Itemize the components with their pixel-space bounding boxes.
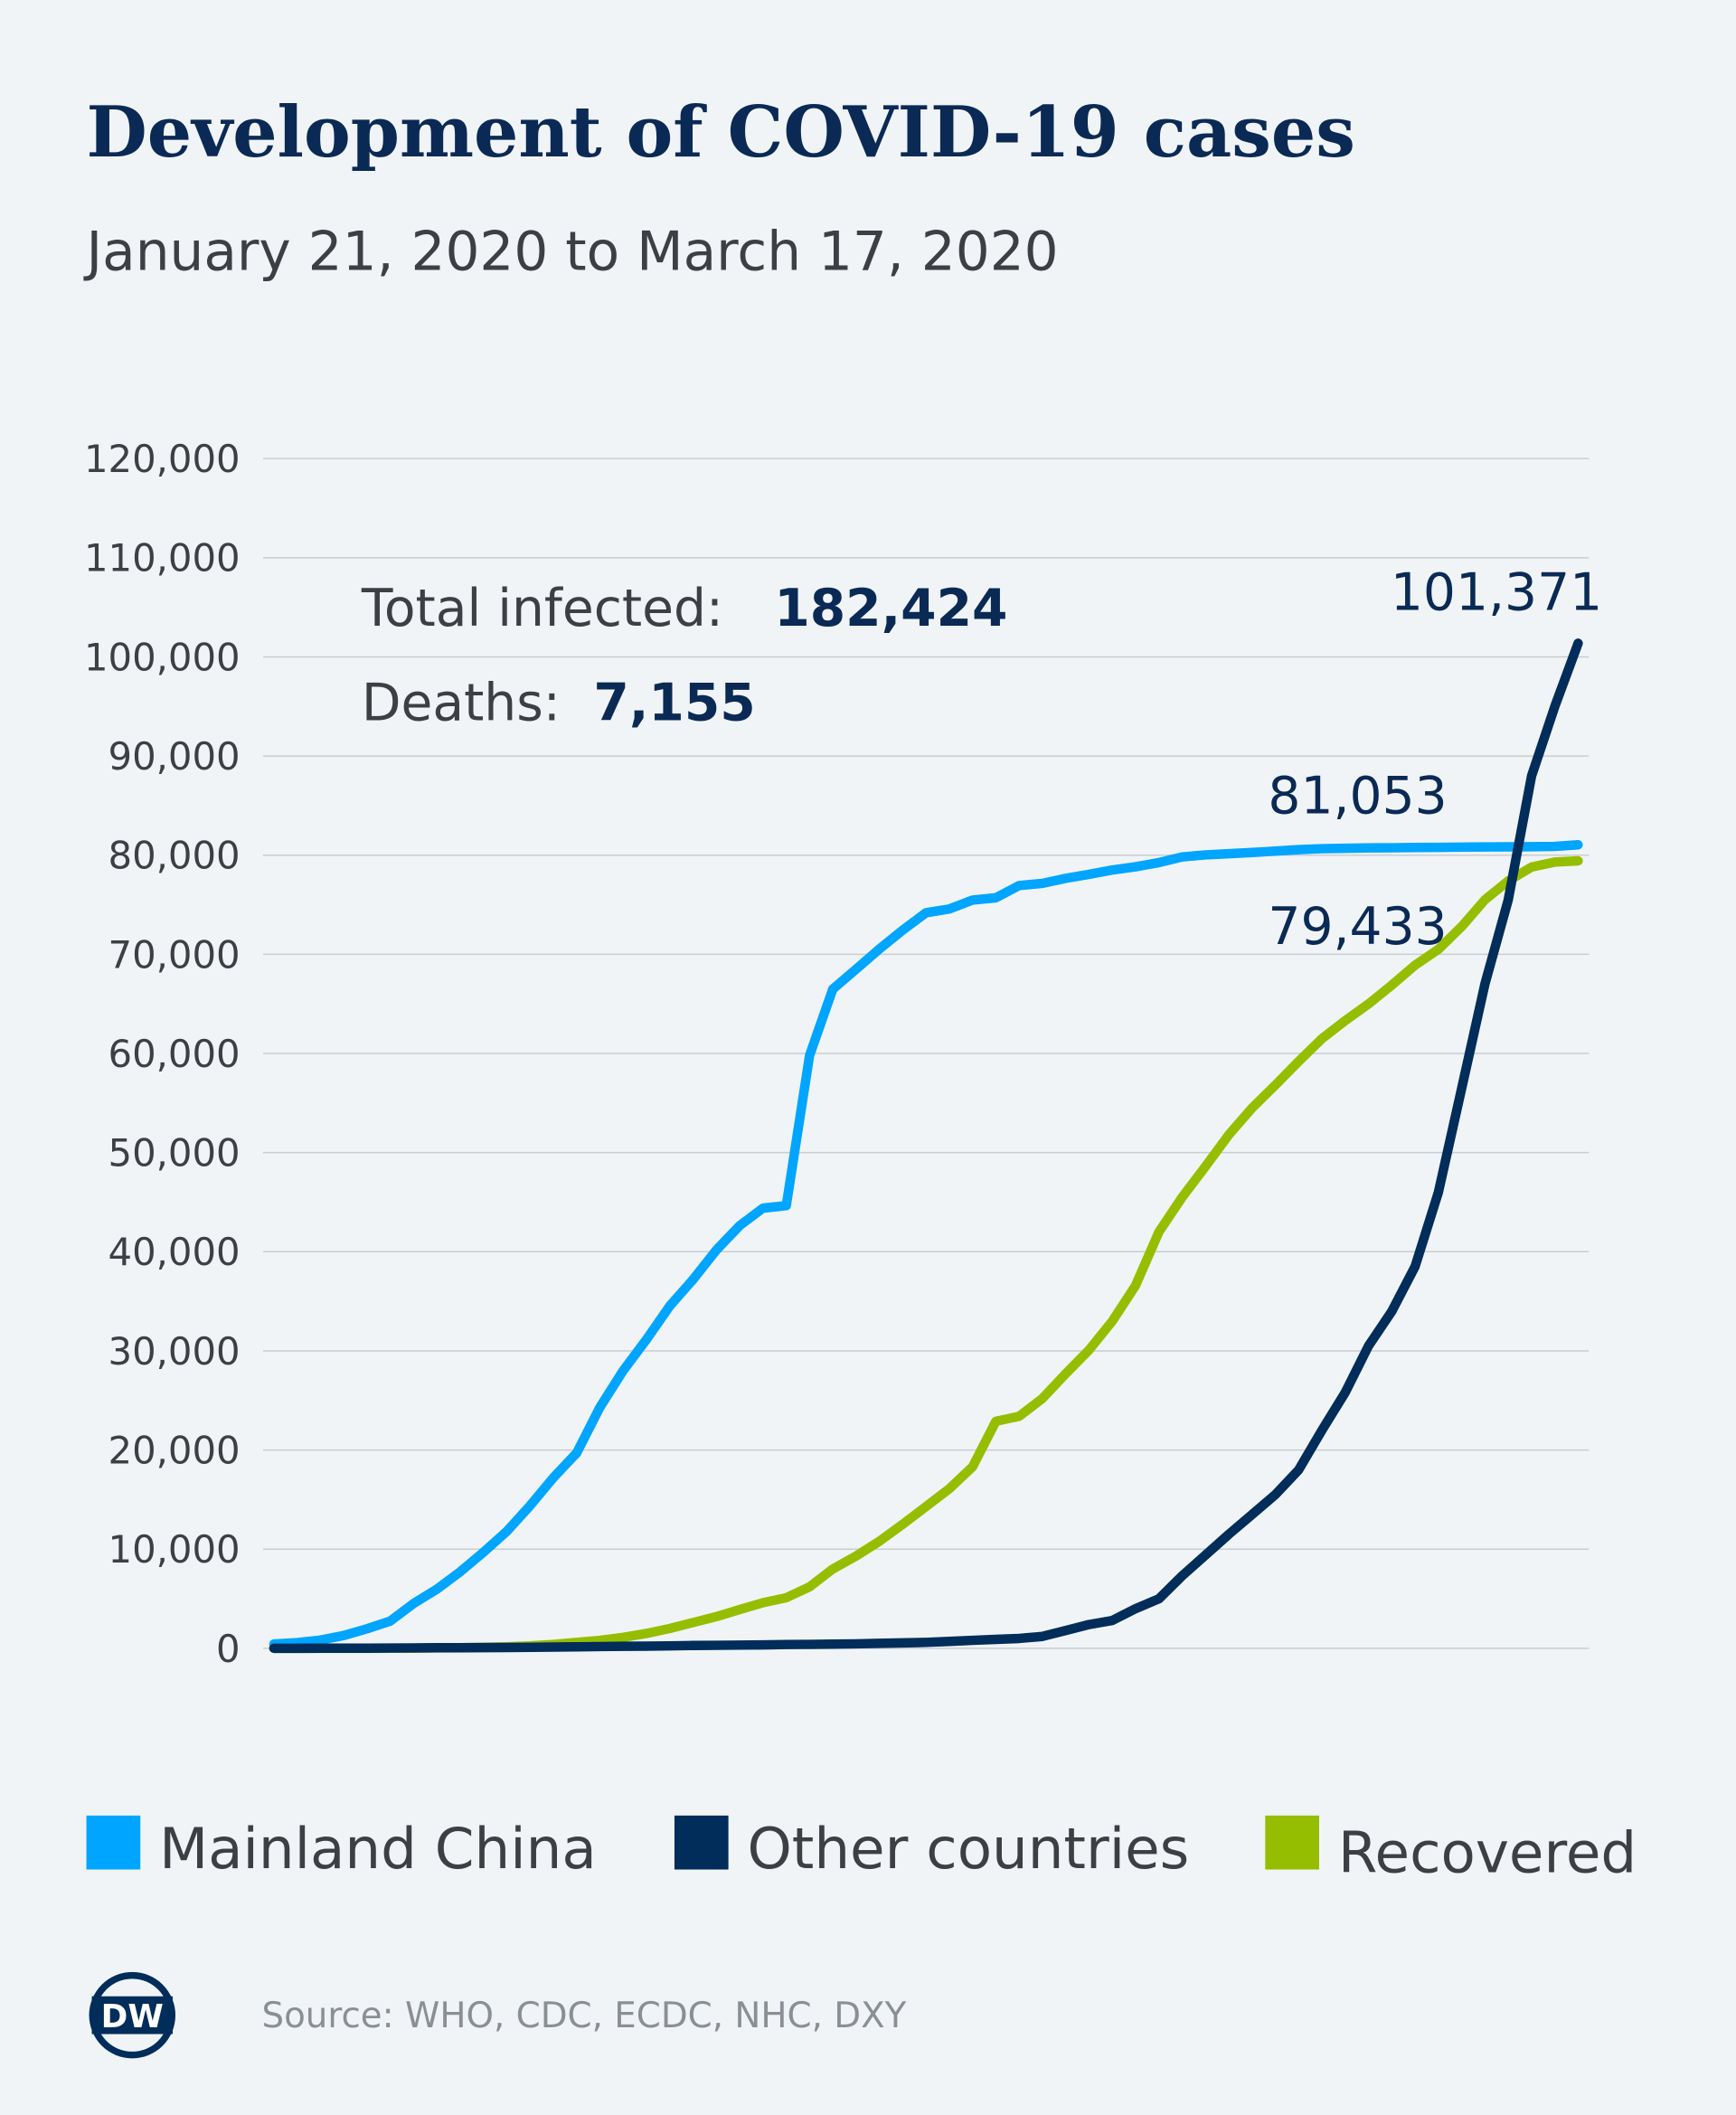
y-tick-label: 110,000 xyxy=(84,536,241,581)
y-tick-label: 40,000 xyxy=(108,1230,241,1274)
y-tick-label: 80,000 xyxy=(108,834,241,878)
source-note: Source: WHO, CDC, ECDC, NHC, DXY xyxy=(261,1996,906,2036)
svg-text:DW: DW xyxy=(101,1998,164,2035)
end-label-other-countries: 101,371 xyxy=(1391,562,1602,622)
y-axis-ticks: 0 10,000 20,000 30,000 40,000 50,000 60,000 70,… xyxy=(84,437,241,1671)
y-tick-label: 70,000 xyxy=(108,932,241,977)
total-infected-value: 182,424 xyxy=(774,579,1007,638)
legend: Mainland China Other countries Recovered xyxy=(86,1815,1637,1885)
legend-swatch-other-countries xyxy=(674,1815,729,1870)
y-tick-label: 20,000 xyxy=(108,1429,241,1473)
end-label-mainland-china: 81,053 xyxy=(1268,767,1447,826)
y-tick-label: 10,000 xyxy=(108,1527,241,1572)
y-tick-label: 30,000 xyxy=(108,1329,241,1374)
deaths-label: Deaths: xyxy=(362,674,561,733)
y-tick-label: 60,000 xyxy=(108,1032,241,1076)
dw-logo: DW xyxy=(89,1971,176,2059)
y-tick-label: 120,000 xyxy=(84,437,241,481)
series-lines xyxy=(269,638,1583,1654)
chart-subtitle: January 21, 2020 to March 17, 2020 xyxy=(83,221,1059,283)
series-line-recovered xyxy=(269,855,1583,1654)
deaths-value: 7,155 xyxy=(593,674,755,733)
legend-swatch-recovered xyxy=(1265,1815,1319,1870)
series-line-mainland-china xyxy=(269,840,1583,1649)
y-tick-label: 90,000 xyxy=(108,734,241,779)
chart-title: Development of COVID-19 cases xyxy=(87,91,1355,174)
legend-label-mainland-china: Mainland China xyxy=(159,1816,597,1882)
legend-label-recovered: Recovered xyxy=(1338,1819,1637,1885)
legend-swatch-mainland-china xyxy=(86,1815,141,1870)
total-infected-label: Total infected: xyxy=(361,579,723,638)
legend-label-other-countries: Other countries xyxy=(747,1816,1189,1882)
end-label-recovered: 79,433 xyxy=(1268,897,1447,957)
series-line-other-countries xyxy=(269,638,1583,1654)
grid xyxy=(262,458,1590,1649)
y-tick-label: 100,000 xyxy=(84,635,241,679)
y-tick-label: 50,000 xyxy=(108,1131,241,1176)
y-tick-label: 0 xyxy=(216,1627,241,1671)
